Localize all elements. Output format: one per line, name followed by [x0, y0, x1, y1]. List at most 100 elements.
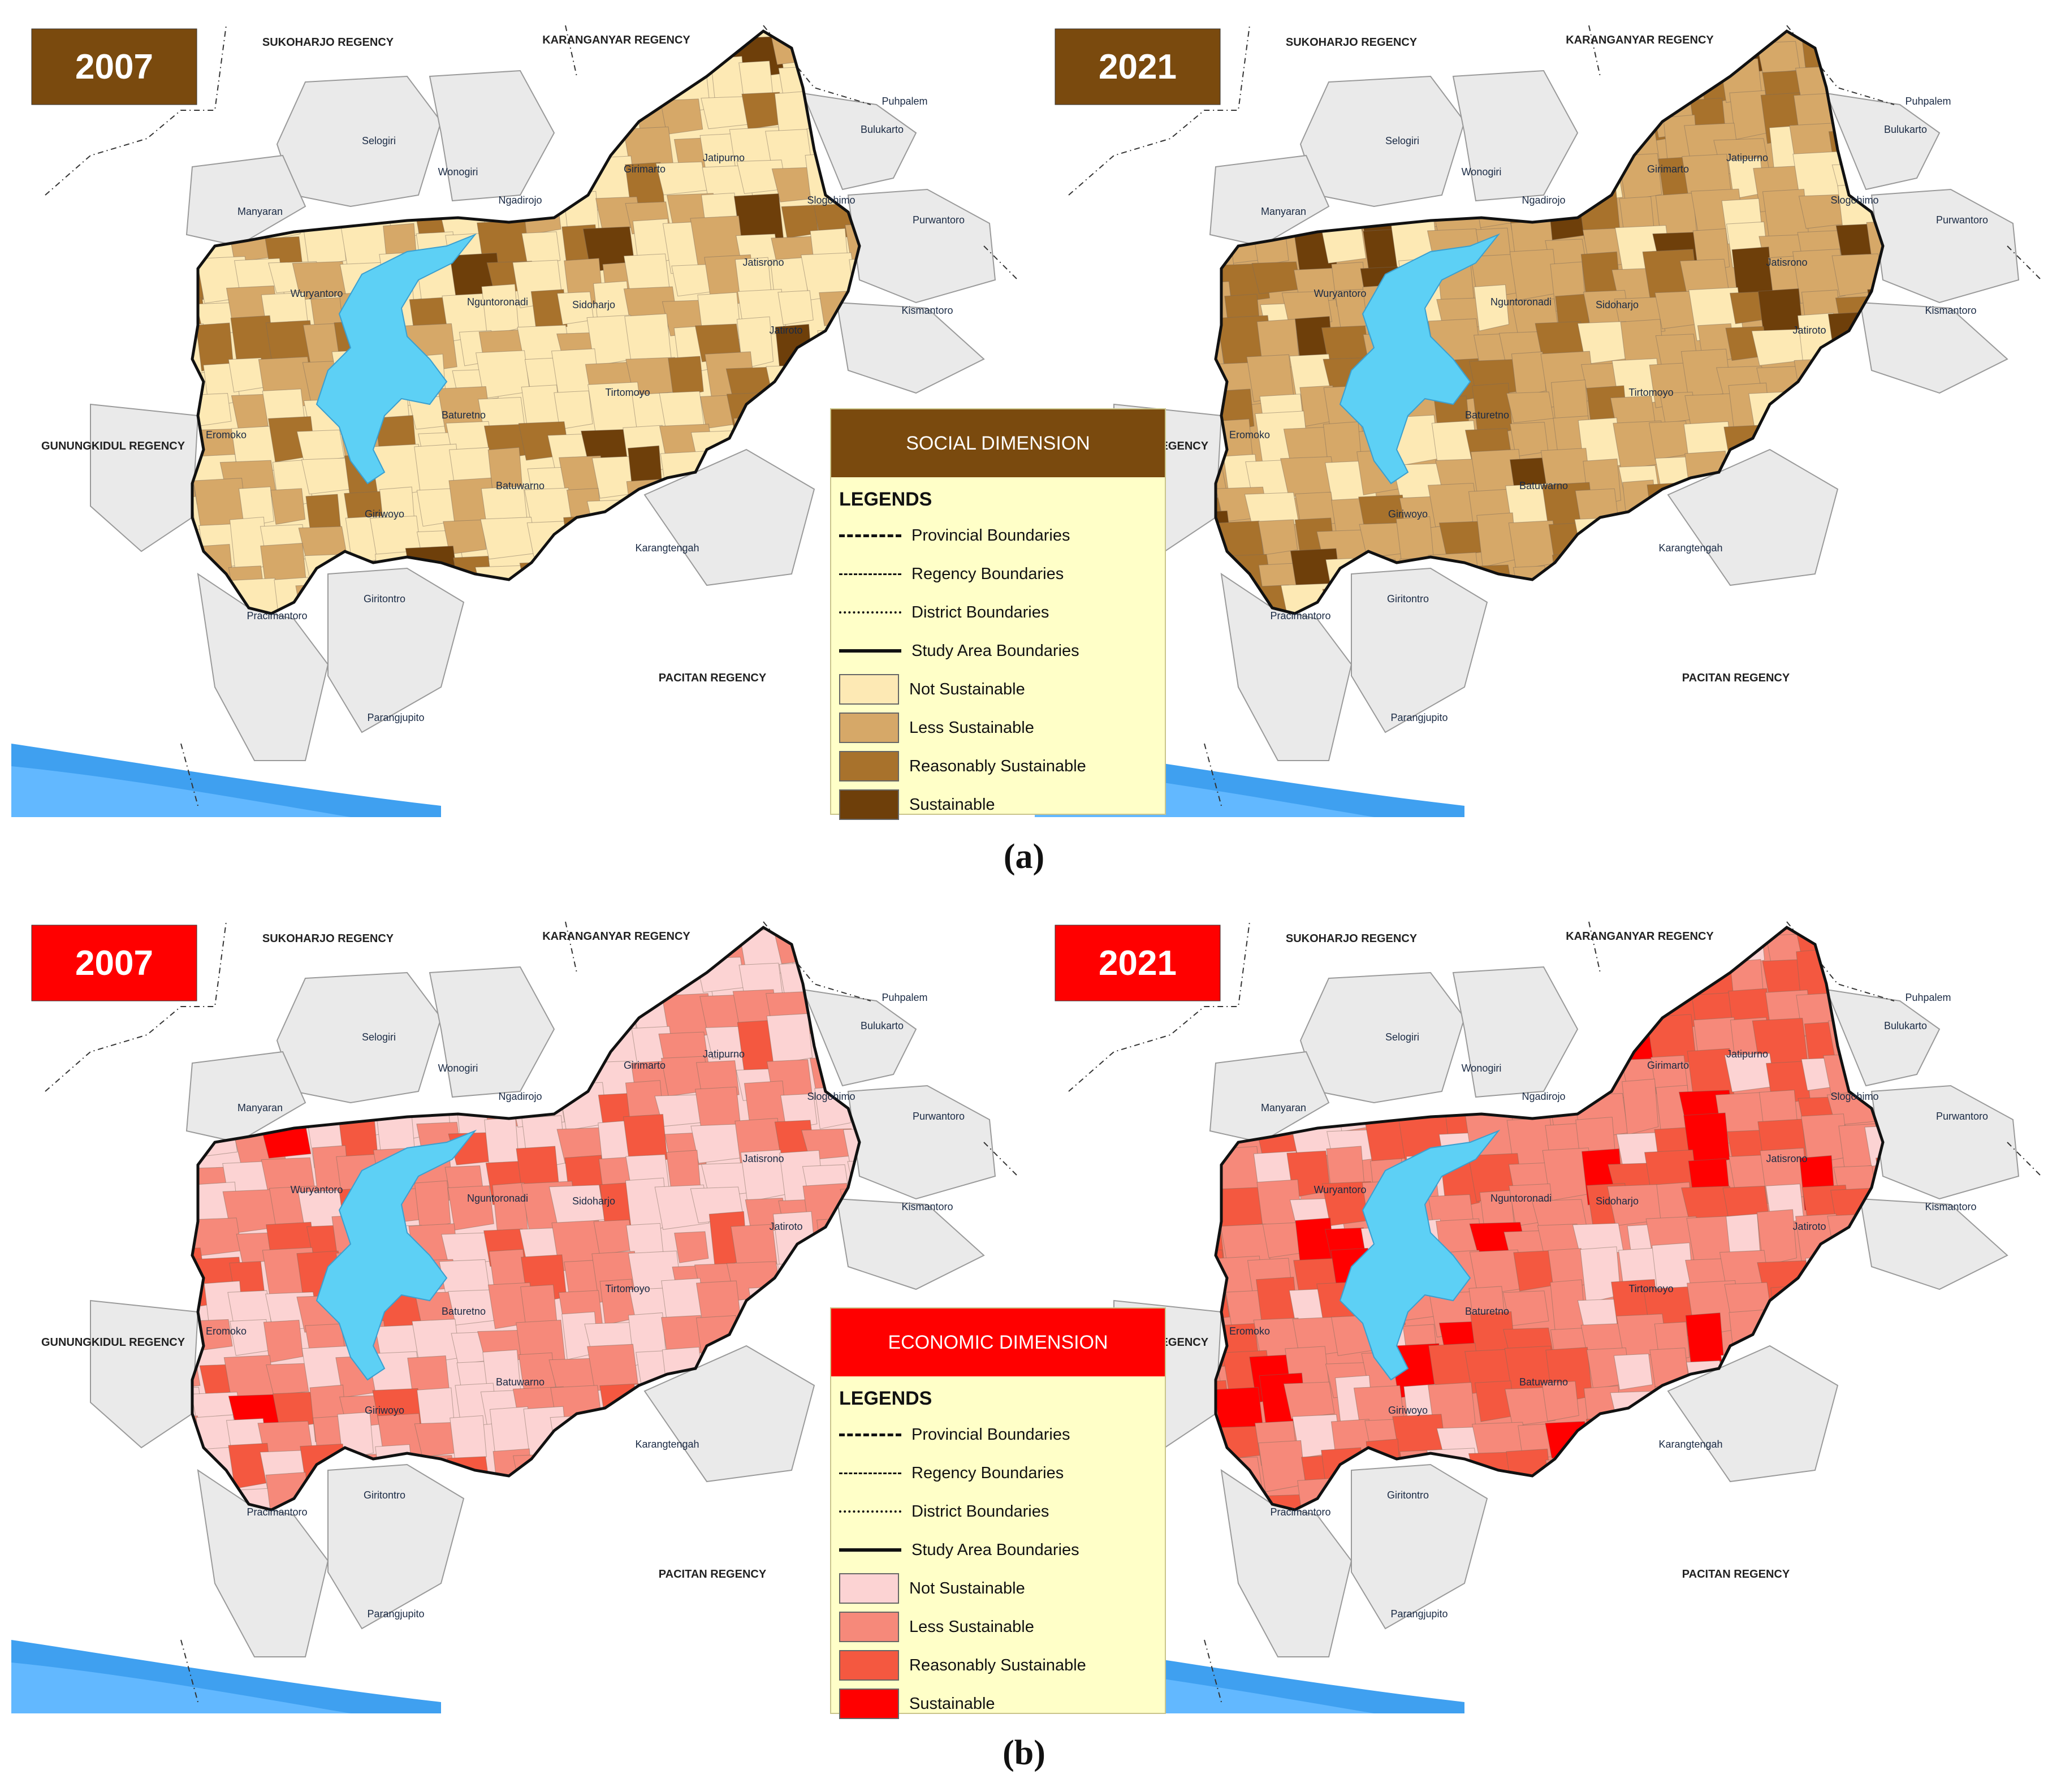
district-label: Jatipurno: [703, 152, 745, 163]
year-badge: 2007: [31, 28, 197, 105]
district-label: Girimarto: [1647, 1060, 1689, 1071]
district-label: Slogohimo: [807, 1091, 855, 1102]
district-label: Eromoko: [1229, 429, 1270, 441]
district-label: Giriwoyo: [1388, 508, 1428, 520]
district-label: Jatiroto: [1792, 1221, 1826, 1232]
district-label: Tirtomoyo: [1628, 387, 1673, 398]
district-label: Eromoko: [1229, 1325, 1270, 1337]
district-label: Kismantoro: [901, 1201, 953, 1212]
regency-label: SUKOHARJO REGENCY: [262, 932, 394, 945]
year-label: 2007: [75, 48, 153, 87]
regency-label: KARANGANYAR REGENCY: [542, 930, 690, 943]
district-label: Giritontro: [364, 1489, 405, 1501]
district-label: Sidoharjo: [1596, 299, 1639, 310]
district-label: Selogiri: [1385, 135, 1419, 146]
district-label: Puhpalem: [882, 96, 927, 107]
regency-label: GUNUNGKIDUL REGENCY: [41, 1336, 185, 1349]
district-label: Pracimantoro: [247, 610, 307, 621]
swatch-reasonably-sustainable: [839, 751, 899, 781]
caption-b: (b): [1003, 1734, 1045, 1772]
district-label: Parangjupito: [367, 1608, 424, 1620]
provincial-boundary-symbol: [839, 534, 901, 537]
district-label: Karangtengah: [635, 542, 699, 554]
district-label: Bulukarto: [861, 124, 904, 135]
district-label: Wuryantoro: [1314, 1184, 1367, 1195]
legend-label: Not Sustainable: [909, 1579, 1025, 1597]
district-label: Batuwarno: [1519, 1376, 1568, 1388]
district-label: Baturetno: [442, 1306, 486, 1317]
legend-title: LEGENDS: [839, 489, 932, 510]
district-label: Wonogiri: [1462, 166, 1502, 178]
regency-label: SUKOHARJO REGENCY: [1286, 36, 1418, 49]
district-label: Wonogiri: [438, 166, 478, 178]
district-label: Nguntoronadi: [467, 1193, 528, 1204]
district-label: Pracimantoro: [1270, 610, 1330, 621]
district-label: Manyaran: [237, 206, 283, 217]
district-label: Giritontro: [1387, 1489, 1429, 1501]
district-label: Giritontro: [1387, 593, 1429, 604]
year-label: 2021: [1099, 944, 1177, 983]
legend-label: Sustainable: [909, 795, 995, 814]
district-label: Baturetno: [1465, 1306, 1509, 1317]
district-label: Pracimantoro: [1270, 1506, 1330, 1518]
district-label: Jatisrono: [1766, 1153, 1807, 1164]
district-label: Sidoharjo: [572, 299, 615, 310]
district-label: Parangjupito: [1390, 1608, 1448, 1620]
district-label: Jatiroto: [769, 325, 802, 336]
year-badge: 2021: [1055, 28, 1221, 105]
legend-label: Regency Boundaries: [911, 1463, 1064, 1482]
legend-label: Study Area Boundaries: [911, 1540, 1079, 1559]
caption-a: (a): [1003, 837, 1045, 876]
regency-boundary-symbol: [839, 1472, 901, 1474]
district-label: Jatisrono: [1766, 257, 1807, 268]
district-label: Bulukarto: [1884, 124, 1927, 135]
legend-label: Reasonably Sustainable: [909, 1656, 1086, 1674]
legend-label: Less Sustainable: [909, 1617, 1034, 1636]
district-label: Jatipurno: [1726, 152, 1768, 163]
map-panel-social-2007: 2007 SUKOHARJO REGENCY KARANGANYAR REGENCY…: [11, 8, 1023, 817]
district-label: Pracimantoro: [247, 1506, 307, 1518]
district-label: Wonogiri: [438, 1063, 478, 1074]
district-label: Giritontro: [364, 593, 405, 604]
study-area-boundary-symbol: [839, 1548, 901, 1552]
district-label: Purwantoro: [1936, 214, 1988, 226]
district-label: Bulukarto: [1884, 1020, 1927, 1031]
legend-label: Reasonably Sustainable: [909, 757, 1086, 775]
district-label: Kismantoro: [1925, 1201, 1976, 1212]
district-label: Slogohimo: [1830, 1091, 1878, 1102]
district-label: Tirtomoyo: [1628, 1283, 1673, 1294]
swatch-less-sustainable: [839, 713, 899, 743]
district-label: Sidoharjo: [572, 1195, 615, 1207]
district-label: Parangjupito: [1390, 712, 1448, 723]
study-area-boundary-symbol: [839, 649, 901, 653]
district-label: Karangtengah: [1658, 542, 1722, 554]
swatch-sustainable: [839, 1689, 899, 1719]
district-label: Eromoko: [206, 429, 247, 441]
district-label: Purwantoro: [913, 214, 965, 226]
regency-label: SUKOHARJO REGENCY: [262, 36, 394, 49]
district-label: Parangjupito: [367, 712, 424, 723]
district-label: Nguntoronadi: [467, 296, 528, 308]
legend-label: Less Sustainable: [909, 718, 1034, 737]
district-boundary-symbol: [839, 611, 901, 614]
map-panel-economic-2021: 2021 SUKOHARJO REGENCY KARANGANYAR REGENCY…: [1035, 905, 2041, 1713]
district-label: Sidoharjo: [1596, 1195, 1639, 1207]
district-label: Wonogiri: [1462, 1063, 1502, 1074]
district-label: Puhpalem: [1905, 96, 1951, 107]
legend-label: District Boundaries: [911, 603, 1049, 621]
district-label: Nguntoronadi: [1490, 296, 1552, 308]
district-label: Purwantoro: [913, 1111, 965, 1122]
district-label: Wuryantoro: [291, 1184, 343, 1195]
district-label: Baturetno: [442, 409, 486, 421]
district-label: Girimarto: [624, 1060, 666, 1071]
year-label: 2021: [1099, 48, 1177, 87]
district-label: Selogiri: [362, 1031, 396, 1043]
swatch-less-sustainable: [839, 1612, 899, 1642]
regency-label: KARANGANYAR REGENCY: [1566, 34, 1714, 46]
district-label: Tirtomoyo: [605, 1283, 650, 1294]
district-label: Karangtengah: [1658, 1439, 1722, 1450]
regency-label: KARANGANYAR REGENCY: [542, 34, 690, 46]
legend-label: Not Sustainable: [909, 680, 1025, 698]
district-label: Kismantoro: [901, 305, 953, 316]
district-label: Wuryantoro: [291, 288, 343, 299]
